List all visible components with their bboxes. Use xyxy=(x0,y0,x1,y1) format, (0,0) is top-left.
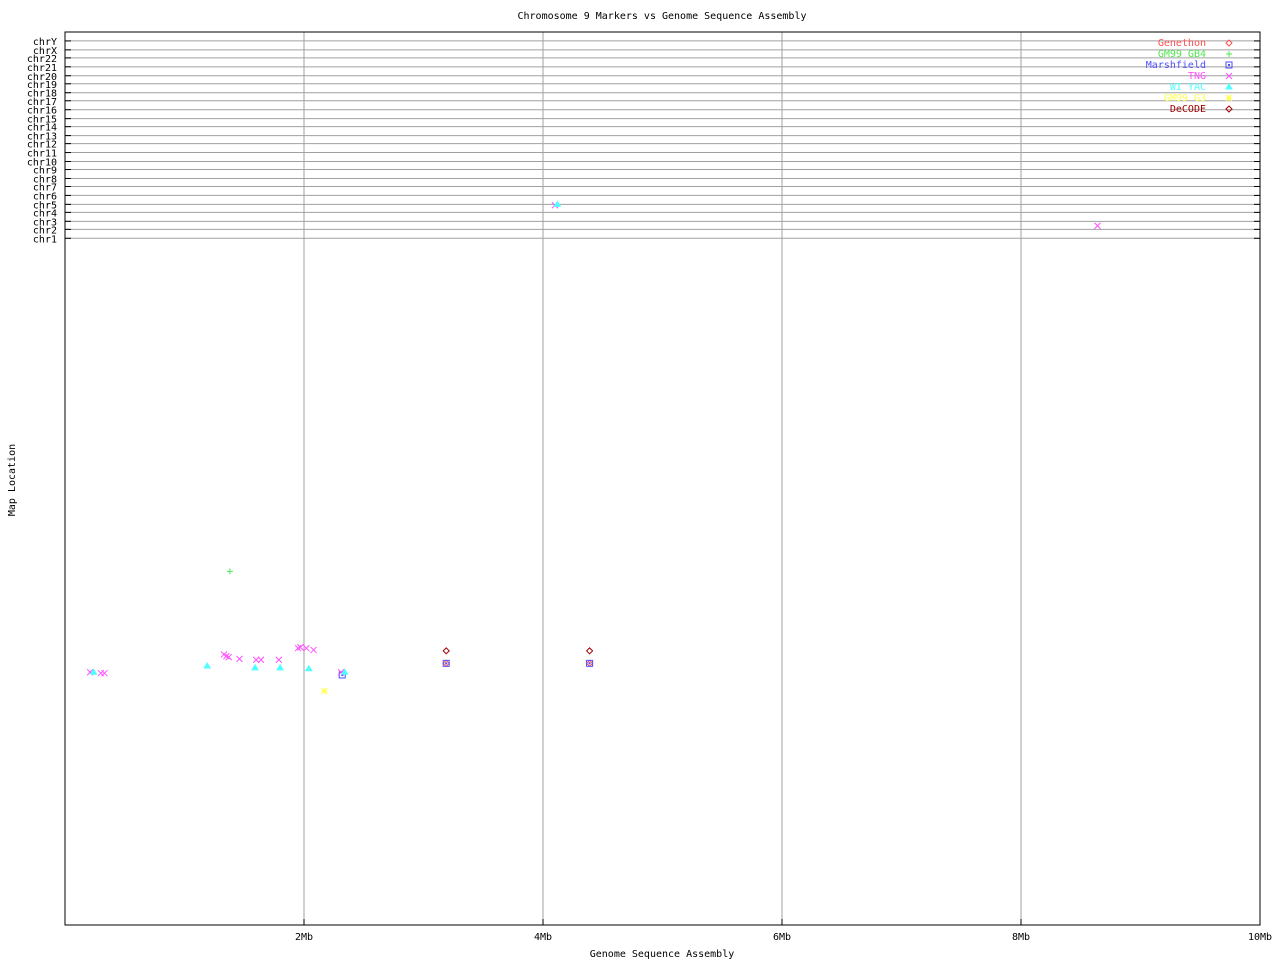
legend-marker xyxy=(1225,39,1233,47)
legend-label: TNG xyxy=(1188,71,1206,82)
x-tick-label: 6Mb xyxy=(773,932,791,943)
data-point-tng xyxy=(252,656,260,664)
legend-marker xyxy=(1225,105,1233,113)
y-tick-label: chr12 xyxy=(27,140,57,151)
data-point-wi-yac xyxy=(89,668,98,675)
data-point-tng xyxy=(297,643,304,651)
y-tick-label: chr14 xyxy=(27,123,57,134)
y-tick-label: chr16 xyxy=(27,106,57,117)
y-tick-label: chr13 xyxy=(27,132,57,143)
data-point-wi-yac xyxy=(251,663,259,671)
data-point-wi-yac xyxy=(203,662,212,669)
data-point-tng xyxy=(1094,222,1101,230)
data-point-gm99-g3 xyxy=(320,687,328,695)
y-axis-label: Map Location xyxy=(7,444,18,516)
y-tick-label: chr15 xyxy=(27,115,57,126)
y-tick-label: chr22 xyxy=(27,54,57,65)
y-tick-label: chr7 xyxy=(33,182,57,193)
y-tick-label: chr4 xyxy=(33,208,57,219)
legend-marker xyxy=(1225,61,1233,69)
data-point-tng xyxy=(257,656,265,664)
data-point-tng xyxy=(294,644,302,652)
legend-label: WI YAC xyxy=(1170,82,1206,93)
legend-label: DeCODE xyxy=(1170,104,1206,115)
legend-marker xyxy=(1225,94,1233,102)
legend-label: Marshfield xyxy=(1146,60,1206,71)
y-tick-label: chr11 xyxy=(27,149,57,160)
data-point-wi-yac xyxy=(276,663,284,671)
x-tick-label: 10Mb xyxy=(1248,932,1272,943)
data-point-decode xyxy=(442,647,450,655)
y-tick-label: chrY xyxy=(33,37,57,48)
y-tick-label: chr19 xyxy=(27,80,57,91)
legend-marker xyxy=(1225,83,1233,90)
data-point-tng xyxy=(222,652,230,660)
y-tick-label: chr18 xyxy=(27,89,57,100)
data-point-tng xyxy=(310,646,317,654)
y-tick-label: chr6 xyxy=(33,191,57,202)
legend-label: GM99 G3 xyxy=(1164,93,1206,104)
data-point-gm99-gb4 xyxy=(226,568,233,575)
y-tick-label: chr9 xyxy=(33,166,57,177)
data-point-marshfield xyxy=(442,659,450,667)
y-tick-label: chr20 xyxy=(27,72,57,83)
data-point-wi-yac xyxy=(553,200,562,207)
y-tick-label: chr5 xyxy=(33,200,57,211)
chart-title: Chromosome 9 Markers vs Genome Sequence … xyxy=(518,11,807,22)
legend-marker xyxy=(1225,72,1233,80)
y-tick-label: chr17 xyxy=(27,97,57,108)
data-point-tng xyxy=(225,653,233,661)
data-point-tng xyxy=(101,669,108,677)
y-tick-label: chr8 xyxy=(33,174,57,185)
y-tick-label: chr21 xyxy=(27,63,57,74)
y-tick-label: chr3 xyxy=(33,217,57,228)
x-tick-label: 2Mb xyxy=(295,932,313,943)
data-point-wi-yac xyxy=(304,664,313,672)
plot-border xyxy=(64,31,1261,926)
data-point-tng xyxy=(236,655,243,663)
y-tick-label: chr2 xyxy=(33,225,57,236)
data-point-decode xyxy=(585,647,594,655)
x-tick-label: 8Mb xyxy=(1012,932,1030,943)
legend-label: GM99 GB4 xyxy=(1158,49,1206,60)
legend-label: Genethon xyxy=(1158,38,1206,49)
x-tick-label: 4Mb xyxy=(534,932,552,943)
y-tick-label: chr1 xyxy=(33,234,57,245)
data-point-tng xyxy=(303,644,310,652)
y-tick-label: chrX xyxy=(33,46,57,57)
x-axis-label: Genome Sequence Assembly xyxy=(590,949,735,960)
y-tick-label: chr10 xyxy=(27,157,57,168)
data-point-marshfield xyxy=(586,659,594,667)
data-point-wi-yac xyxy=(340,668,349,675)
data-point-tng xyxy=(275,656,283,664)
legend-marker xyxy=(1226,51,1232,57)
